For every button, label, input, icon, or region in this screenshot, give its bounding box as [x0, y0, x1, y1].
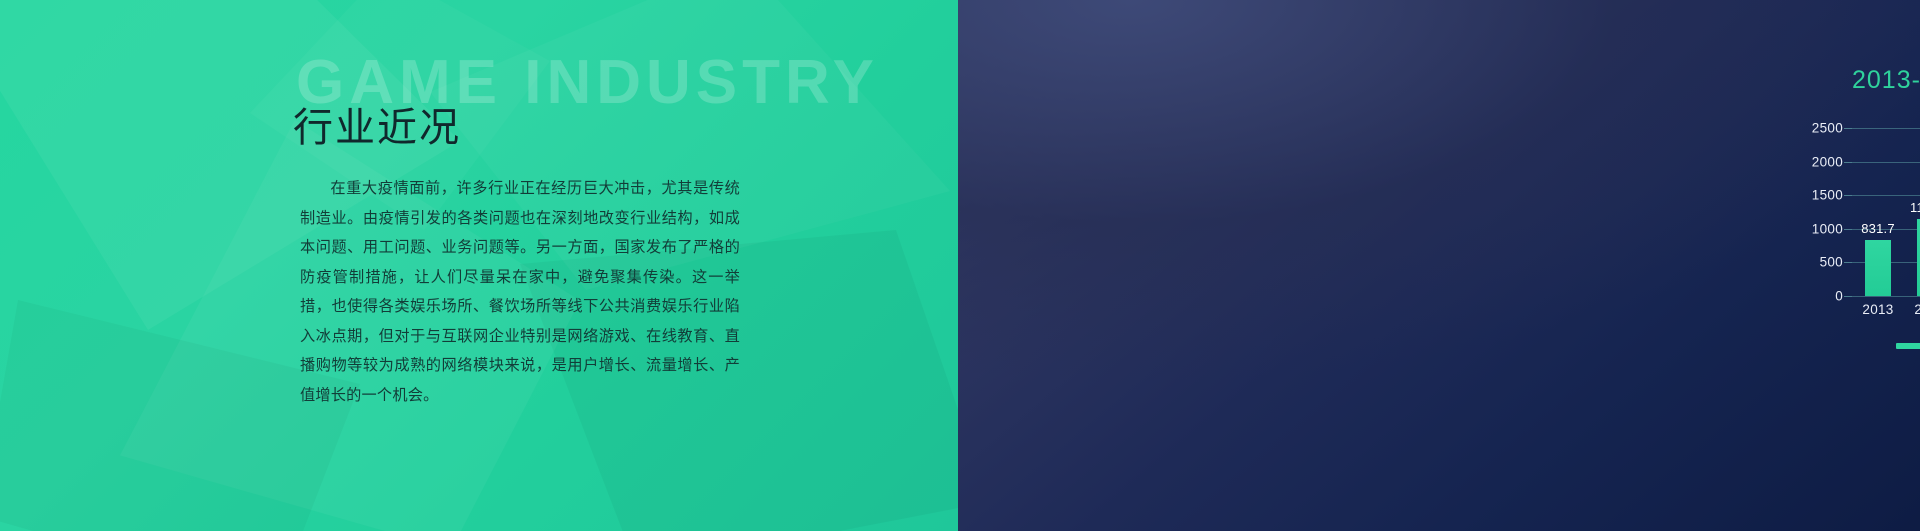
gridline [1852, 195, 1920, 197]
body-paragraph: 在重大疫情面前，许多行业正在经历巨大冲击，尤其是传统制造业。由疫情引发的各类问题… [300, 180, 740, 404]
y-axis-left-tick-label: 2500 [1811, 120, 1843, 136]
page-title: 行业近况 [293, 106, 461, 150]
chart-legend: 销售额（亿元） 增长率（%） [1852, 336, 1920, 355]
bar-2013[interactable] [1865, 240, 1891, 296]
y-axis-left-tick-label: 1000 [1811, 221, 1843, 237]
y-axis-left-tick-mark [1844, 161, 1852, 163]
y-axis-left-tick-mark [1844, 296, 1852, 297]
y-axis-left-tick-label: 1500 [1811, 187, 1843, 203]
chart-title: 2013-2019年中国游戏产业销售收入及增长 [1852, 60, 1920, 96]
gridline [1852, 296, 1920, 297]
y-axis-left-tick-label: 500 [1819, 254, 1843, 270]
y-axis-left-tick-mark [1844, 262, 1852, 264]
bar-value-label: 1144.8 [1910, 200, 1920, 216]
y-axis-left-tick-label: 2000 [1811, 154, 1843, 170]
gridline [1852, 128, 1920, 129]
right-panel: 2013-2019年中国游戏产业销售收入及增长 0 500 1000 1500 2000… [958, 0, 1920, 531]
legend-item-sales[interactable]: 销售额（亿元） [1896, 336, 1920, 355]
chart-plot-area: 050010001500200025000.0%5.0%10.0%15.0%20… [1812, 121, 1920, 317]
watermark-title: GAME INDUSTRY [296, 48, 879, 117]
bar-value-label: 831.7 [1861, 221, 1895, 237]
x-axis-label-2013: 2013 [1862, 302, 1894, 317]
x-axis-label-2014: 2014 [1914, 302, 1920, 317]
y-axis-left-tick-label: 0 [1835, 288, 1843, 304]
bar-2014[interactable] [1917, 219, 1920, 296]
bar-swatch-icon [1896, 342, 1920, 349]
gridline [1852, 161, 1920, 163]
chart-title-range: 2013-2019 [1852, 66, 1920, 94]
left-panel: GAME INDUSTRY 行业近况 在重大疫情面前，许多行业正在经历巨大冲击，… [0, 0, 958, 531]
y-axis-left-tick-mark [1844, 128, 1852, 129]
y-axis-left-tick-mark [1844, 195, 1852, 197]
gridline [1852, 228, 1920, 230]
y-axis-left-tick-mark [1844, 228, 1852, 230]
